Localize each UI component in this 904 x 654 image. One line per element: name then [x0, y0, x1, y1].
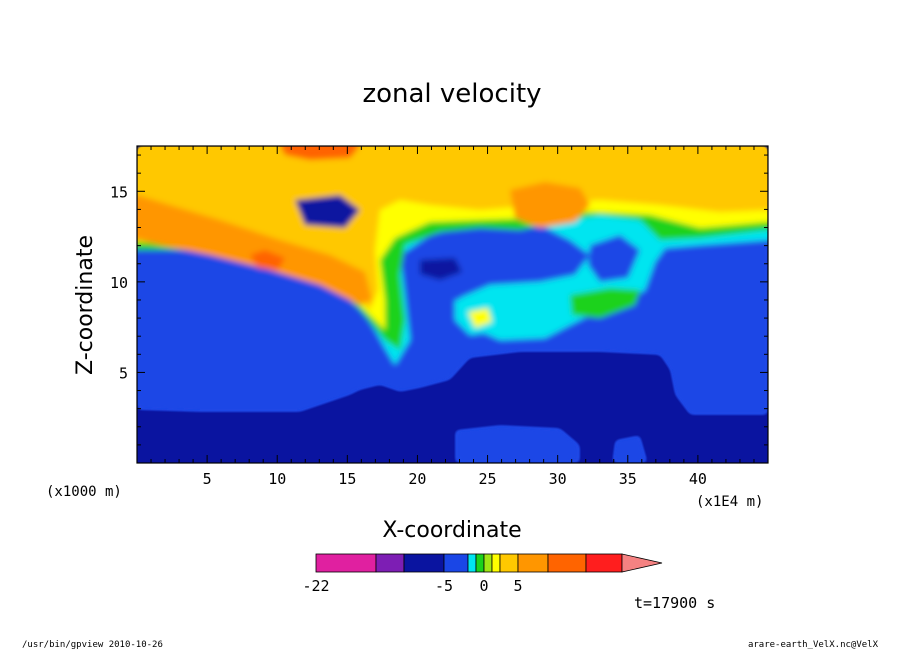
y-tick-label: 10 [110, 274, 128, 292]
y-axis: 5 10 15 [110, 154, 768, 446]
colorbar-swatch [475, 553, 485, 573]
pocket-blue-7 [455, 425, 580, 463]
region-orange [137, 195, 372, 305]
x-axis: 5 10 15 20 25 30 35 40 [150, 146, 755, 488]
colorbar-label: -22 [302, 577, 329, 595]
x-tick-label: 15 [338, 470, 356, 488]
colorbar-swatch [315, 553, 377, 573]
x-unit-left: (x1000 m) [46, 484, 122, 500]
x-axis-label: X-coordinate [382, 518, 521, 543]
pocket-blue-8 [612, 435, 648, 463]
colorbar-swatch [483, 553, 493, 573]
field-contours [137, 146, 768, 463]
pocket-blue-1 [588, 235, 640, 282]
x-tick-label: 25 [479, 470, 497, 488]
pocket-dark-6 [420, 258, 462, 280]
colorbar-swatch [499, 553, 519, 573]
region-orange-2 [510, 182, 590, 228]
colorbar-swatch [517, 553, 549, 573]
y-axis-label: Z-coordinate [73, 235, 98, 375]
region-red-orange [250, 250, 285, 270]
y-tick-label: 5 [119, 364, 128, 382]
x-tick-label: 35 [619, 470, 637, 488]
x-tick-label: 20 [408, 470, 426, 488]
colorbar-label: 0 [479, 577, 488, 595]
colorbar-swatch [403, 553, 445, 573]
y-tick-label: 15 [110, 183, 128, 201]
colorbar-label: -5 [435, 577, 453, 595]
plot-area [137, 146, 768, 463]
pocket-yellow-3 [468, 308, 492, 328]
time-annotation: t=17900 s [634, 594, 715, 612]
region-gold [137, 146, 768, 310]
pocket-dark-5 [295, 195, 360, 228]
colorbar-label: 5 [513, 577, 522, 595]
x-tick-label: 30 [549, 470, 567, 488]
colorbar-swatch [547, 553, 587, 573]
footer-left: /usr/bin/gpview 2010-10-26 [22, 640, 163, 650]
region-red-top [280, 146, 360, 160]
x-unit-right: (x1E4 m) [696, 494, 763, 510]
plot-frame [136, 145, 769, 464]
colorbar-swatch [467, 553, 477, 573]
x-tick-label: 5 [203, 470, 212, 488]
x-tick-label: 40 [689, 470, 707, 488]
colorbar-swatch [375, 553, 405, 573]
footer-right: arare-earth_VelX.nc@VelX [747, 640, 878, 650]
x-tick-label: 10 [268, 470, 286, 488]
chart-title: zonal velocity [362, 79, 541, 109]
pocket-green-4 [570, 288, 640, 318]
colorbar: -22 -5 0 5 [302, 553, 663, 595]
colorbar-extend-arrow [621, 553, 663, 573]
colorbar-swatch [491, 553, 501, 573]
colorbar-swatch [443, 553, 469, 573]
colorbar-swatch [585, 553, 623, 573]
